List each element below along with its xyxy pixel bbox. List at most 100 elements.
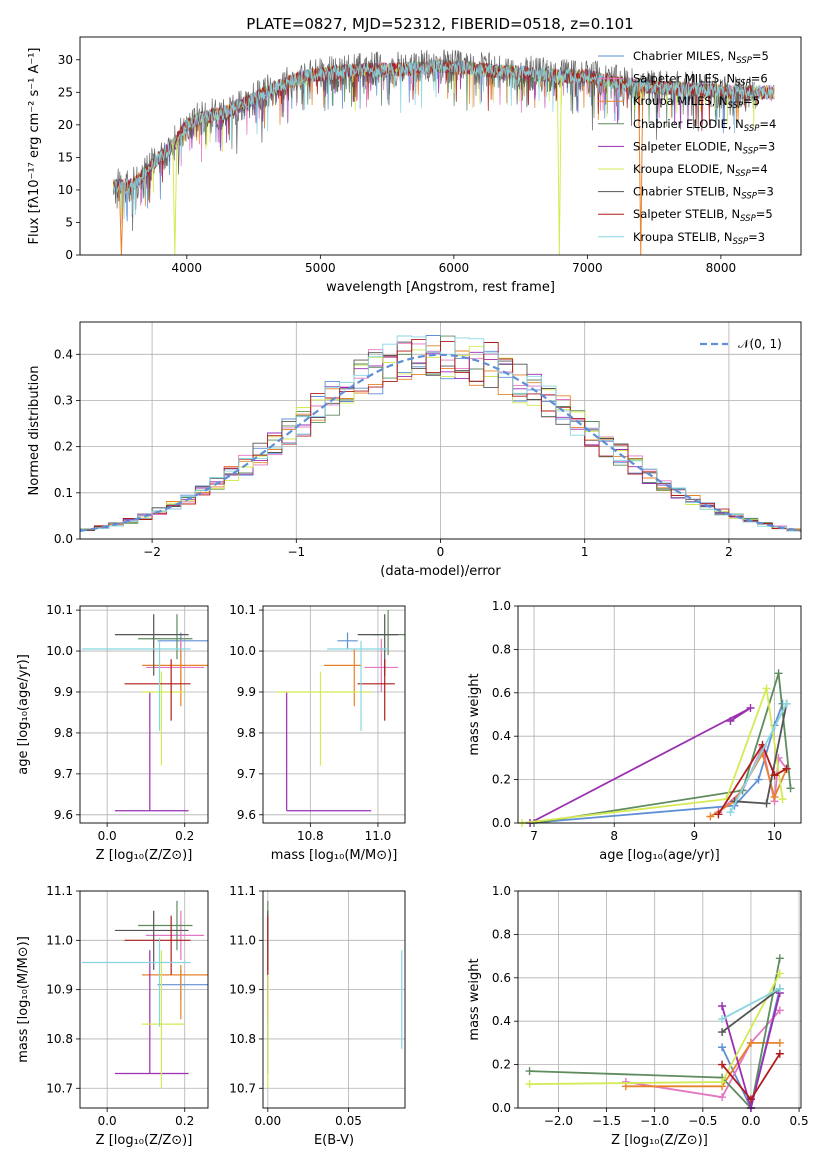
y-tick-label: 0.2 (54, 440, 73, 454)
x-tick-label: 11.0 (365, 829, 392, 843)
weight-marker (754, 775, 763, 784)
weight-marker (775, 954, 784, 963)
x-axis-label: mass [log₁₀(M/M⊙)] (271, 848, 398, 863)
weight-marker (718, 1002, 727, 1011)
weight_vs_age-plot: 7 8 9 10 0.0 0.2 0.4 0.6 0.8 1.0 age [log₁₀(age/yr… (467, 599, 802, 863)
age_vs_mass-plot: 10.8 11.0 9.6 9.7 9.8 9.9 10.0 10.1 mass [log₁₀(… (229, 603, 406, 863)
y-axis-label: age [log₁₀(age/yr)] (16, 654, 31, 775)
y-tick-label: 11.1 (46, 884, 73, 898)
x-tick-label: 0.2 (175, 829, 194, 843)
weight-marker (782, 699, 791, 708)
weight-marker (746, 1038, 755, 1047)
axes-frame (79, 321, 802, 540)
weight-marker (778, 795, 787, 804)
histogram-step (80, 338, 801, 531)
weight_vs_Z-plot: −2.0 −1.5 −1.0 −0.5 0.0 0.5 0.0 0.2 0.4 0.6 0.8 1.0… (467, 884, 809, 1148)
axes-frame (262, 890, 406, 1109)
x-tick-label: 0.05 (335, 1114, 362, 1128)
x-tick-label: 0.0 (98, 1114, 117, 1128)
y-tick-label: 9.8 (237, 726, 256, 740)
x-tick-label: 0.00 (254, 1114, 281, 1128)
x-tick-label: −1 (287, 545, 305, 559)
y-tick-label: 11.1 (229, 884, 256, 898)
y-tick-label: 10 (58, 183, 73, 197)
weight-marker (770, 771, 779, 780)
y-axis-label: mass [log₁₀(M/M⊙)] (16, 936, 31, 1063)
y-tick-label: 11.0 (46, 933, 73, 947)
y-tick-label: 10.8 (46, 1032, 73, 1046)
weight-marker (714, 810, 723, 819)
y-tick-label: 9.9 (237, 685, 256, 699)
weight-marker (775, 969, 784, 978)
y-tick-label: 11.0 (229, 933, 256, 947)
x-axis-label: (data-model)/error (380, 564, 501, 579)
x-tick-label: 6000 (439, 261, 470, 275)
legend-entry: Kroupa MILES, NSSP=5 (633, 94, 760, 111)
x-tick-label: 10.8 (297, 829, 324, 843)
histogram-step (80, 335, 801, 532)
x-tick-label: −1.5 (592, 1114, 621, 1128)
y-tick-label: 0.4 (492, 729, 511, 743)
y-tick-label: 10.1 (229, 603, 256, 617)
weight-marker (525, 1067, 534, 1076)
x-tick-label: 9 (691, 829, 699, 843)
y-tick-label: 9.7 (237, 767, 256, 781)
weight-marker (718, 1015, 727, 1024)
x-tick-label: 8 (610, 829, 618, 843)
x-tick-label: 0 (437, 545, 445, 559)
y-tick-label: 9.7 (54, 767, 73, 781)
x-tick-label: 2 (725, 545, 733, 559)
legend-entry: Kroupa STELIB, NSSP=3 (633, 230, 765, 247)
y-tick-label: 9.6 (237, 808, 256, 822)
y-tick-label: 10.8 (229, 1032, 256, 1046)
weight-marker (718, 1043, 727, 1052)
figure-title: PLATE=0827, MJD=52312, FIBERID=0518, z=0… (246, 15, 633, 33)
y-tick-label: 0.4 (492, 1014, 511, 1028)
x-tick-label: 0.5 (790, 1114, 809, 1128)
y-tick-label: 0.2 (492, 773, 511, 787)
weight-line (721, 987, 781, 1033)
y-tick-label: 5 (65, 215, 73, 229)
weight-line (721, 987, 781, 1020)
y-tick-label: 10.0 (46, 644, 73, 658)
y-tick-label: 0.2 (492, 1058, 511, 1072)
x-tick-label: 5000 (305, 261, 336, 275)
residuals-plot: −2 −1 0 1 2 0.0 0.1 0.2 0.3 0.4 (data-model)/error… (27, 321, 802, 579)
x-tick-label: 10 (767, 829, 782, 843)
y-tick-label: 0.0 (54, 532, 73, 546)
weight-marker (775, 1049, 784, 1058)
spectrum-dropout (172, 142, 178, 256)
x-tick-label: −2 (143, 545, 161, 559)
y-tick-label: 0.1 (54, 486, 73, 500)
y-tick-label: 10.7 (46, 1081, 73, 1095)
weight-line (529, 703, 784, 824)
x-axis-label: Z [log₁₀(Z/Z⊙)] (96, 848, 193, 863)
y-tick-label: 1.0 (492, 884, 511, 898)
y-tick-label: 10.9 (229, 983, 256, 997)
weight-marker (775, 1038, 784, 1047)
y-tick-label: 10.9 (46, 983, 73, 997)
x-tick-label: 7000 (572, 261, 603, 275)
weight-line (625, 1042, 780, 1088)
legend-entry: Chabrier STELIB, NSSP=3 (633, 185, 774, 202)
weight-marker (718, 1060, 727, 1069)
axes-frame (517, 605, 802, 824)
axes-frame (79, 36, 802, 256)
y-tick-label: 0.0 (492, 1101, 511, 1115)
x-tick-label: −1.0 (640, 1114, 669, 1128)
legend-entry: Kroupa ELODIE, NSSP=4 (633, 162, 768, 179)
weight-marker (762, 684, 771, 693)
axes-frame (517, 890, 802, 1109)
y-tick-label: 0.8 (492, 642, 511, 656)
y-axis-label: Normed distribution (27, 366, 42, 496)
axes-frame (262, 605, 406, 824)
weight-marker (782, 764, 791, 773)
x-tick-label: 0.2 (175, 1114, 194, 1128)
weight-marker (770, 792, 779, 801)
y-tick-label: 10.1 (46, 603, 73, 617)
weight-marker (726, 808, 735, 817)
spectrum-plot: 4000 5000 6000 7000 8000 0 5 10 15 20 25 30 waveleng… (27, 36, 802, 295)
x-axis-label: Z [log₁₀(Z/Z⊙)] (611, 1133, 708, 1148)
weight-marker (718, 1028, 727, 1037)
y-tick-label: 0.6 (492, 971, 511, 985)
